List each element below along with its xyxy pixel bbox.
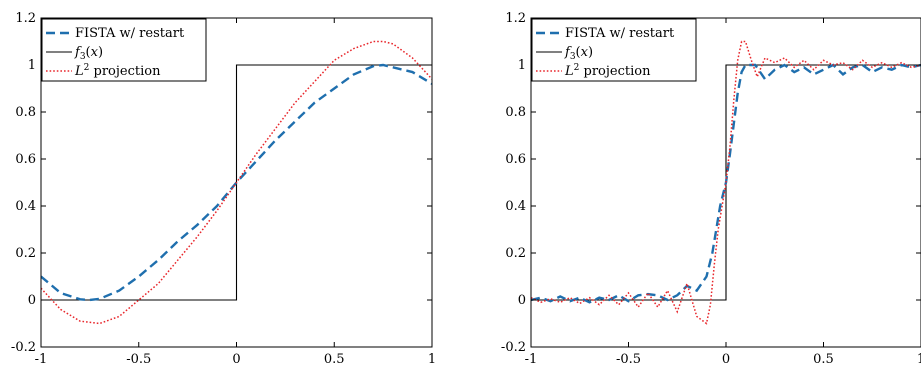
legend-label: L2 projection bbox=[564, 63, 651, 79]
y-tick-label: 1.2 bbox=[15, 11, 36, 26]
series-line-dashed bbox=[531, 63, 921, 304]
x-tick-label: 1 bbox=[428, 352, 436, 367]
legend-box bbox=[41, 18, 207, 82]
legend-label: FISTA w/ restart bbox=[565, 26, 675, 41]
legend-label: f3(x) bbox=[74, 45, 103, 62]
x-tick-label: -1 bbox=[35, 352, 48, 367]
y-tick-label: -0.2 bbox=[11, 340, 36, 355]
y-tick-label: 0.2 bbox=[505, 246, 526, 261]
x-tick-label: 0 bbox=[722, 352, 730, 367]
y-tick-label: 0 bbox=[518, 293, 526, 308]
legend-label: L2 projection bbox=[74, 63, 161, 79]
chart-panel-1: -1 -0.5 0 0.5 1 -0.2 0 0.2 0.4 0.6 0.8 1 1.2 FISTA w/… bbox=[11, 11, 436, 367]
y-tick-label: 0.2 bbox=[15, 246, 36, 261]
y-tick-label: 0.6 bbox=[505, 152, 526, 167]
x-tick-label: -1 bbox=[525, 352, 538, 367]
x-tick-label: -0.5 bbox=[126, 352, 151, 367]
y-tick-label: 0.4 bbox=[505, 199, 526, 214]
y-tick-label: -0.2 bbox=[501, 340, 526, 355]
legend: FISTA w/ restart f3(x)L2 projection bbox=[41, 18, 207, 82]
chart-panel-2: -1 -0.5 0 0.5 1 -0.2 0 0.2 0.4 0.6 0.8 1 1.2 FISTA w/… bbox=[501, 11, 921, 367]
y-tick-label: 0.6 bbox=[15, 152, 36, 167]
series-line-dotted bbox=[41, 40, 432, 325]
x-tick-label: 1 bbox=[917, 352, 921, 367]
y-tick-label: 0.8 bbox=[15, 105, 36, 120]
y-tick-label: 1 bbox=[518, 58, 526, 73]
x-tick-label: -0.5 bbox=[616, 352, 641, 367]
y-tick-label: 0.8 bbox=[505, 105, 526, 120]
legend-label: f3(x) bbox=[564, 45, 593, 62]
x-tick-label: 0.5 bbox=[324, 352, 345, 367]
x-tick-label: 0 bbox=[232, 352, 240, 367]
legend: FISTA w/ restart f3(x)L2 projection bbox=[531, 18, 697, 82]
legend-label: FISTA w/ restart bbox=[75, 26, 185, 41]
y-tick-label: 1 bbox=[28, 58, 36, 73]
y-tick-label: 0.4 bbox=[15, 199, 36, 214]
y-tick-label: 0 bbox=[28, 293, 36, 308]
x-tick-label: 0.5 bbox=[813, 352, 834, 367]
legend-box bbox=[531, 18, 697, 82]
y-tick-label: 1.2 bbox=[505, 11, 526, 26]
